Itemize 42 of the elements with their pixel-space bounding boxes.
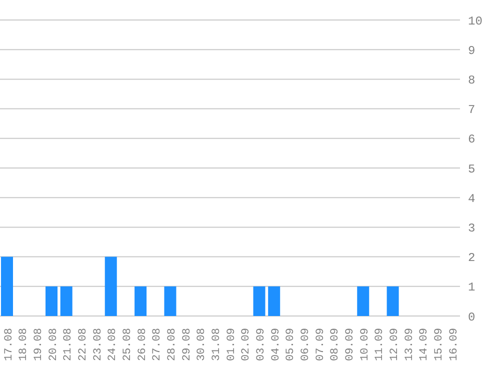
y-tick-label: 9 — [468, 44, 476, 58]
y-tick-label: 6 — [468, 132, 476, 147]
y-tick-label: 7 — [468, 103, 476, 118]
x-tick-label: 26.08 — [136, 328, 149, 362]
x-tick-label: 27.08 — [152, 328, 164, 362]
y-tick-label: 10 — [468, 14, 482, 28]
y-tick-label: 0 — [468, 310, 476, 324]
x-tick-label: 01.09 — [226, 328, 238, 362]
x-tick-label: 21.08 — [62, 328, 75, 362]
x-tick-label: 17.08 — [3, 328, 16, 362]
y-tick-label: 8 — [468, 73, 476, 88]
y-tick-label: 4 — [468, 192, 476, 206]
x-tick-label: 10.09 — [359, 328, 372, 362]
x-tick-label: 07.09 — [314, 328, 327, 362]
x-tick-label: 20.08 — [48, 328, 60, 362]
x-tick-label: 05.09 — [285, 328, 298, 362]
x-tick-label: 04.09 — [270, 328, 282, 362]
x-tick-label: 09.09 — [344, 328, 357, 362]
x-tick-label: 29.08 — [181, 328, 194, 362]
y-tick-label: 5 — [468, 162, 476, 176]
x-tick-label: 23.08 — [92, 328, 104, 362]
x-tick-label: 31.08 — [211, 328, 224, 362]
x-tick-label: 22.08 — [77, 328, 90, 362]
x-tick-label: 15.09 — [434, 328, 446, 362]
x-tick-label: 18.08 — [18, 328, 30, 362]
y-tick-label: 1 — [468, 280, 476, 295]
y-tick-label: 2 — [468, 251, 476, 266]
x-tick-label: 28.08 — [166, 328, 178, 362]
x-tick-label: 30.08 — [196, 328, 208, 362]
x-tick-label: 11.09 — [374, 328, 386, 362]
x-tick-label: 06.09 — [300, 328, 312, 362]
x-tick-label: 24.08 — [107, 328, 120, 362]
x-tick-label: 25.08 — [122, 328, 134, 362]
x-tick-label: 02.09 — [240, 328, 253, 362]
x-tick-label: 14.09 — [418, 328, 431, 362]
x-tick-label: 19.08 — [32, 328, 45, 362]
x-tick-label: 03.09 — [256, 328, 268, 362]
x-tick-label: 08.09 — [330, 328, 342, 362]
y-tick-label: 3 — [468, 221, 476, 236]
x-tick-label: 16.09 — [448, 328, 460, 362]
x-tick-label: 13.09 — [404, 328, 416, 362]
x-tick-label: 12.09 — [389, 328, 402, 362]
